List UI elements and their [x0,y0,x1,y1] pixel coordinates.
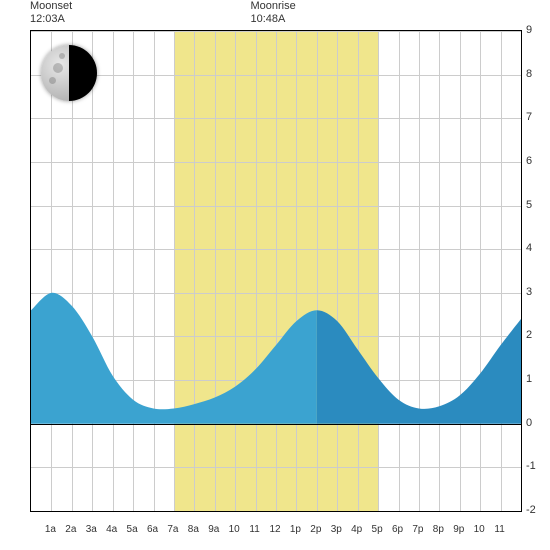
y-tick-label: 5 [526,199,548,211]
x-tick-label: 4a [106,524,117,550]
moonrise-time: 10:48A [251,13,286,25]
x-tick-label: 11 [494,524,504,550]
x-tick-label: 7p [412,524,423,550]
y-tick-label: 2 [526,329,548,341]
x-tick-label: 7a [167,524,178,550]
x-tick-label: 1a [45,524,56,550]
y-tick-label: 8 [526,68,548,80]
moonrise-title: Moonrise [251,0,296,12]
y-tick-label: 1 [526,373,548,385]
y-tick-label: 6 [526,155,548,167]
x-tick-label: 3a [86,524,97,550]
x-tick-label: 9a [208,524,219,550]
x-tick-label: 2a [65,524,76,550]
x-tick-label: 11 [249,524,259,550]
tide-chart-container: Moonset 12:03A Moonrise 10:48A -2-101234… [0,0,550,550]
y-tick-label: 3 [526,286,548,298]
moonset-time: 12:03A [30,13,65,25]
x-tick-label: 9p [453,524,464,550]
x-tick-label: 10 [229,524,240,550]
moon-shadow-half [69,45,97,101]
y-tick-label: 7 [526,111,548,123]
x-tick-label: 4p [351,524,362,550]
moonset-title: Moonset [30,0,72,12]
x-tick-label: 8p [433,524,444,550]
y-tick-label: 4 [526,242,548,254]
x-tick-label: 5a [127,524,138,550]
x-tick-label: 2p [310,524,321,550]
moon-phase-icon [41,45,97,101]
tide-area-curve [31,31,521,511]
y-tick-label: 0 [526,417,548,429]
x-tick-label: 6a [147,524,158,550]
moonrise-label: Moonrise 10:48A [251,0,296,26]
x-tick-label: 6p [392,524,403,550]
chart-plot-area [30,30,522,512]
y-tick-label: 9 [526,24,548,36]
moonset-label: Moonset 12:03A [30,0,72,26]
y-tick-label: -1 [526,460,548,472]
y-tick-label: -2 [526,504,548,516]
x-tick-label: 12 [269,524,280,550]
x-tick-label: 1p [290,524,301,550]
x-tick-label: 8a [188,524,199,550]
x-tick-label: 5p [372,524,383,550]
x-tick-label: 3p [331,524,342,550]
x-tick-label: 10 [474,524,485,550]
